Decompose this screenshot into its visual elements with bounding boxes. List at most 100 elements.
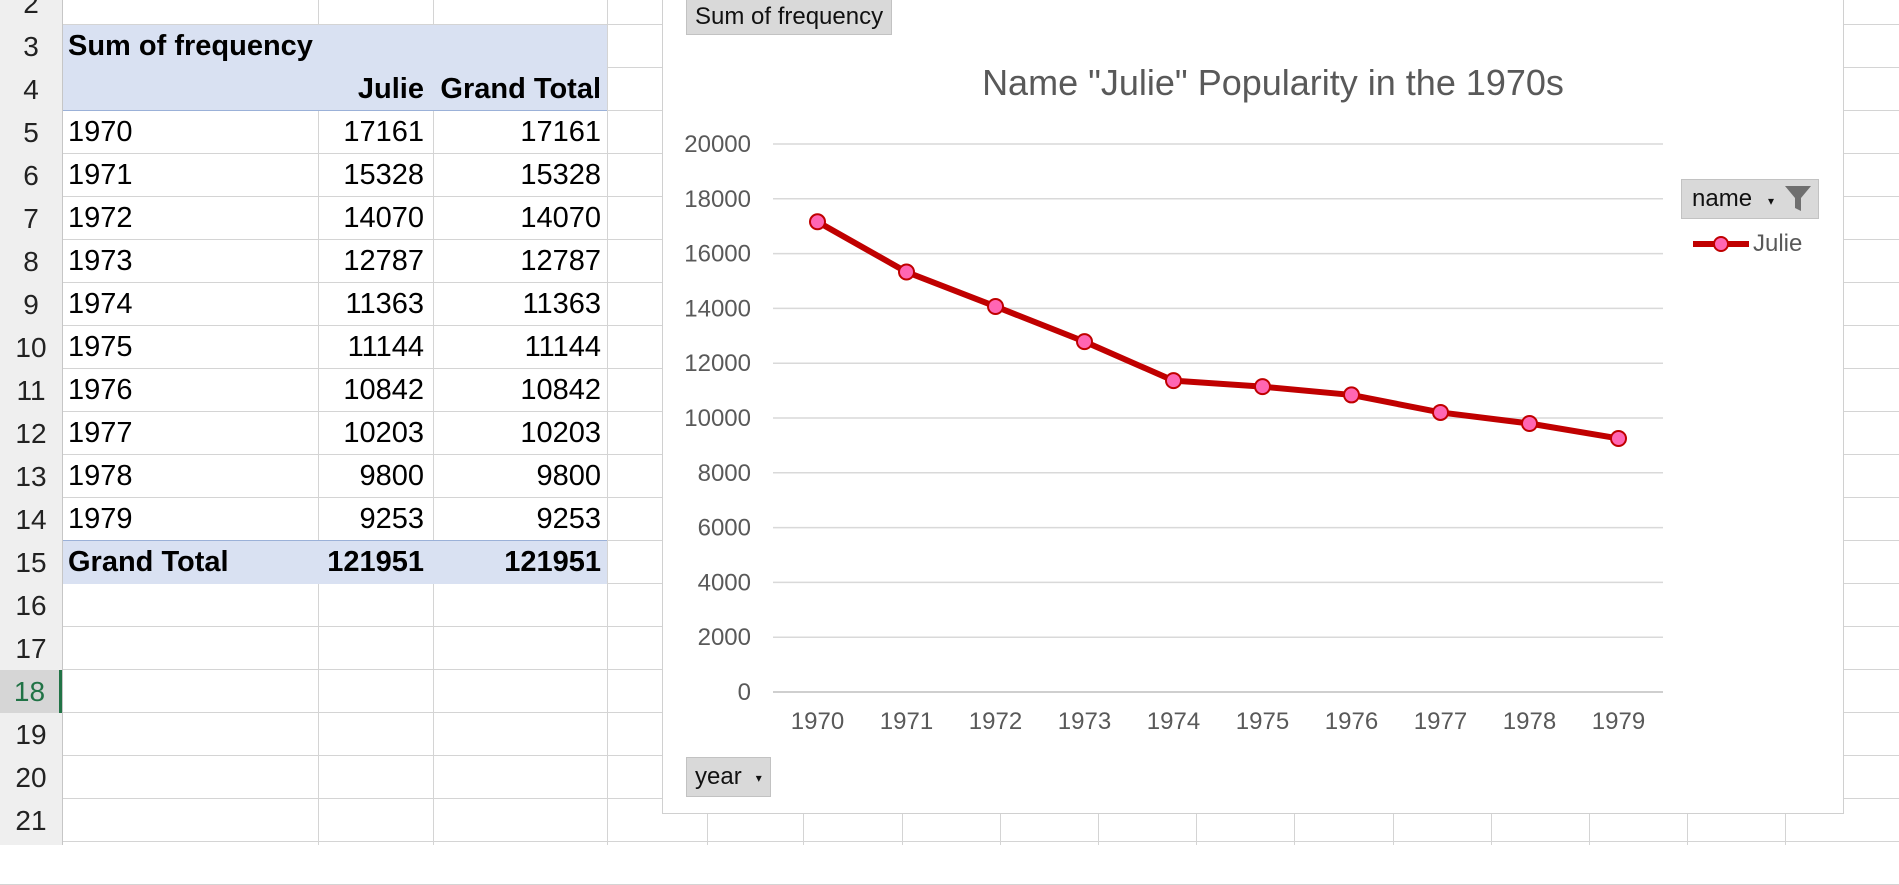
- pivot-col-header-grand-total[interactable]: Grand Total: [440, 73, 601, 105]
- column-gridline: [433, 0, 434, 845]
- y-tick-label: 2000: [698, 624, 751, 651]
- row-number-16[interactable]: 16: [15, 590, 47, 621]
- y-tick-label: 6000: [698, 515, 751, 542]
- pivot-value-total[interactable]: 11144: [524, 331, 601, 363]
- values-field-label: Sum of frequency: [695, 3, 884, 30]
- row-number-4[interactable]: 4: [23, 74, 39, 105]
- series-julie: [809, 213, 1627, 447]
- pivot-value-julie[interactable]: 10842: [343, 374, 424, 406]
- pivot-grand-total-julie[interactable]: 121951: [327, 546, 424, 578]
- pivot-row-label[interactable]: 1974: [68, 288, 133, 320]
- pivot-value-total[interactable]: 12787: [520, 245, 601, 277]
- pivot-value-julie[interactable]: 12787: [343, 245, 424, 277]
- pivot-header-band: [62, 541, 607, 584]
- chart-title: Name "Julie" Popularity in the 1970s: [982, 62, 1564, 103]
- pivot-grand-total-total[interactable]: 121951: [504, 546, 601, 578]
- x-tick-label: 1977: [1414, 708, 1467, 735]
- pivot-row-label[interactable]: 1976: [68, 374, 133, 406]
- legend-field-button[interactable]: name ▾: [1681, 179, 1819, 219]
- row-number-17[interactable]: 17: [15, 633, 47, 664]
- axis-field-button[interactable]: year ▾: [686, 757, 771, 797]
- pivot-value-total[interactable]: 9800: [536, 460, 601, 492]
- pivot-value-julie[interactable]: 17161: [343, 116, 424, 148]
- row-number-6[interactable]: 6: [23, 160, 39, 191]
- x-tick-label: 1974: [1147, 708, 1200, 735]
- series-line-julie: [816, 219, 1619, 442]
- row-number-12[interactable]: 12: [15, 418, 47, 449]
- pivot-title-cell[interactable]: Sum of frequency: [68, 30, 313, 62]
- x-tick-label: 1978: [1503, 708, 1556, 735]
- x-axis-tick-labels: 1970 1971 1972 1973 1974 1975 1976 1977 1978 1979: [791, 708, 1645, 735]
- x-tick-label: 1976: [1325, 708, 1378, 735]
- pivot-row-label[interactable]: 1970: [68, 116, 133, 148]
- row-number-20[interactable]: 20: [15, 762, 47, 793]
- pivot-row-label[interactable]: 1979: [68, 503, 133, 535]
- y-tick-label: 20000: [684, 131, 751, 158]
- pivot-row-label[interactable]: 1977: [68, 417, 133, 449]
- x-tick-label: 1972: [969, 708, 1022, 735]
- y-tick-label: 18000: [684, 186, 751, 213]
- row-number-5[interactable]: 5: [23, 117, 39, 148]
- row-number-18[interactable]: 18: [0, 670, 62, 713]
- legend-field-label: name: [1692, 185, 1753, 212]
- pivot-value-julie[interactable]: 9800: [359, 460, 424, 492]
- values-field-button[interactable]: Sum of frequency: [686, 0, 893, 35]
- row-number-13[interactable]: 13: [15, 461, 47, 492]
- y-tick-label: 8000: [698, 460, 751, 487]
- legend-entry-julie: Julie: [1691, 227, 1831, 261]
- y-tick-label: 0: [738, 679, 751, 706]
- row-number-7[interactable]: 7: [23, 203, 39, 234]
- data-point-1978: [1521, 414, 1538, 432]
- pivot-header-band: [62, 25, 607, 111]
- row-number-3[interactable]: 3: [23, 31, 39, 62]
- data-point-1972: [987, 297, 1004, 315]
- pivot-col-header-julie[interactable]: Julie: [357, 73, 424, 105]
- y-tick-label: 12000: [684, 350, 751, 377]
- pivot-row-label[interactable]: 1973: [68, 245, 133, 277]
- dropdown-arrow-icon: ▾: [755, 770, 762, 785]
- y-axis-tick-labels: 0 2000 4000 6000 8000 10000 12000 14000 16000 180…: [684, 131, 751, 706]
- pivot-grand-total-label[interactable]: Grand Total: [68, 546, 229, 578]
- row-number-11[interactable]: 11: [16, 375, 46, 406]
- row-number-15[interactable]: 15: [15, 547, 47, 578]
- data-point-1973: [1076, 333, 1093, 351]
- row-number-2[interactable]: 2: [23, 0, 39, 19]
- pivot-value-julie[interactable]: 15328: [343, 159, 424, 191]
- pivot-border-line: [62, 540, 607, 541]
- pivot-row-label[interactable]: 1971: [68, 159, 133, 191]
- chart-gridlines: [773, 143, 1663, 693]
- pivot-value-julie[interactable]: 9253: [359, 503, 424, 535]
- data-point-1979: [1610, 429, 1627, 447]
- filter-funnel-icon: [1785, 186, 1811, 211]
- legend-entry-label: Julie: [1753, 230, 1803, 257]
- x-tick-label: 1973: [1058, 708, 1111, 735]
- x-tick-label: 1971: [880, 708, 933, 735]
- row-number-9[interactable]: 9: [23, 289, 39, 320]
- pivot-value-total[interactable]: 15328: [520, 159, 601, 191]
- pivot-value-julie[interactable]: 11144: [347, 331, 424, 363]
- column-gridline: [607, 0, 608, 845]
- pivot-value-total[interactable]: 10842: [520, 374, 601, 406]
- x-tick-label: 1979: [1592, 708, 1645, 735]
- row-number-19[interactable]: 19: [15, 719, 47, 750]
- data-point-1970: [809, 213, 826, 231]
- pivot-value-total[interactable]: 14070: [520, 202, 601, 234]
- row-number-8[interactable]: 8: [23, 246, 39, 277]
- pivot-row-label[interactable]: 1978: [68, 460, 133, 492]
- row-number-14[interactable]: 14: [15, 504, 47, 535]
- pivot-value-total[interactable]: 9253: [536, 503, 601, 535]
- row-number-10[interactable]: 10: [15, 332, 47, 363]
- pivot-value-julie[interactable]: 11363: [345, 288, 425, 320]
- pivot-value-julie[interactable]: 10203: [343, 417, 424, 449]
- dropdown-arrow-icon: ▾: [1768, 194, 1775, 208]
- pivot-chart[interactable]: Sum of frequency Name "Julie" Popularity…: [662, 0, 1844, 814]
- pivot-value-julie[interactable]: 14070: [343, 202, 424, 234]
- pivot-row-label[interactable]: 1975: [68, 331, 133, 363]
- pivot-row-label[interactable]: 1972: [68, 202, 133, 234]
- row-number-21[interactable]: 21: [15, 805, 47, 836]
- pivot-value-total[interactable]: 17161: [520, 116, 601, 148]
- pivot-value-total[interactable]: 11363: [522, 288, 602, 320]
- pivot-value-total[interactable]: 10203: [520, 417, 601, 449]
- data-point-1974: [1165, 372, 1182, 390]
- x-tick-label: 1975: [1236, 708, 1289, 735]
